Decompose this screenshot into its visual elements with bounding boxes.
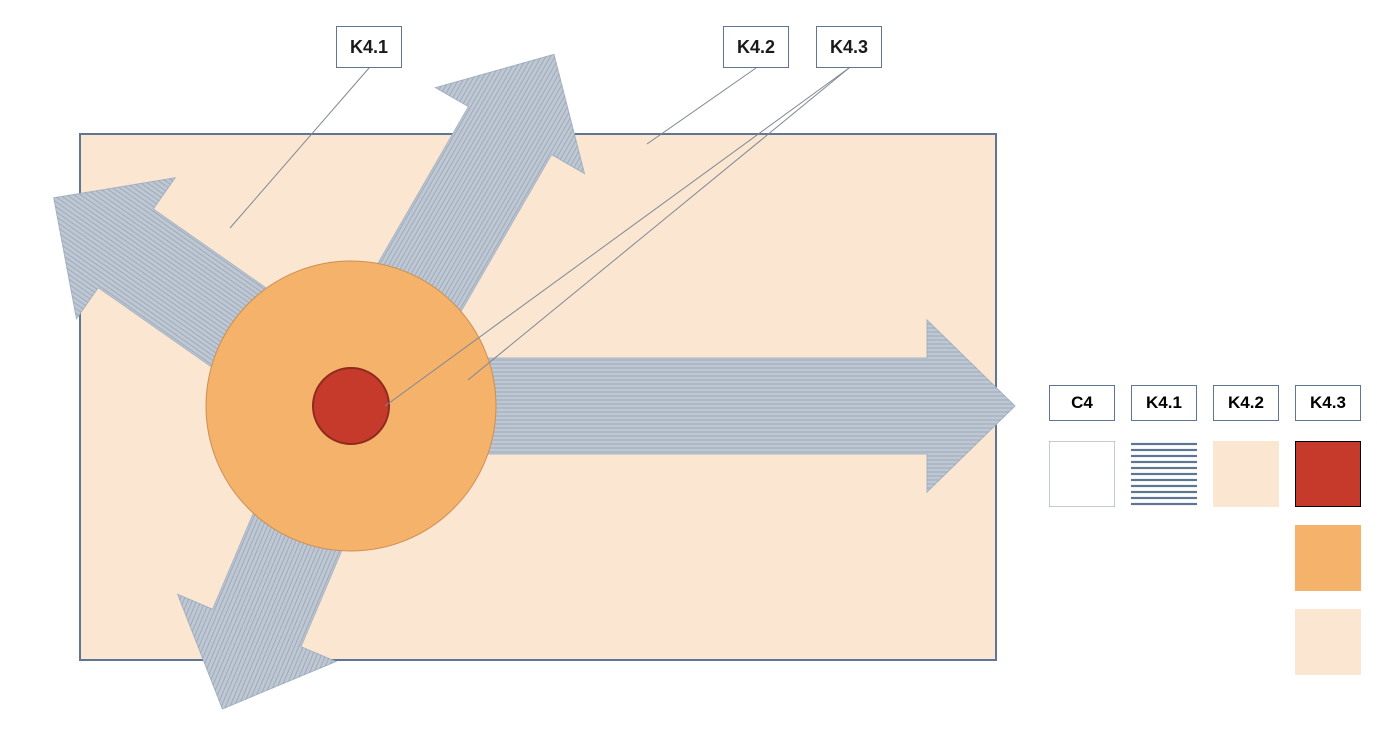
legend-swatch-sw-k43-b <box>1295 525 1361 591</box>
callout-k42: K4.2 <box>723 26 789 68</box>
legend-swatch-sw-k41 <box>1131 441 1197 507</box>
legend-swatch-sw-c4 <box>1049 441 1115 507</box>
legend-header-k42: K4.2 <box>1213 385 1279 421</box>
legend-header-c4: C4 <box>1049 385 1115 421</box>
callout-k43: K4.3 <box>816 26 882 68</box>
diagram-root: K4.1 K4.2 K4.3 C4 K4.1 K4.2 K4.3 <box>0 0 1377 751</box>
legend-header-k41: K4.1 <box>1131 385 1197 421</box>
diagram-svg <box>0 0 1377 751</box>
concentric-circles <box>206 261 496 551</box>
callout-k41: K4.1 <box>336 26 402 68</box>
inner-circle <box>313 368 389 444</box>
legend-header-k43: K4.3 <box>1295 385 1361 421</box>
legend-swatch-sw-k43-a <box>1295 441 1361 507</box>
legend-swatch-sw-k43-c <box>1295 609 1361 675</box>
legend-swatch-sw-k42 <box>1213 441 1279 507</box>
